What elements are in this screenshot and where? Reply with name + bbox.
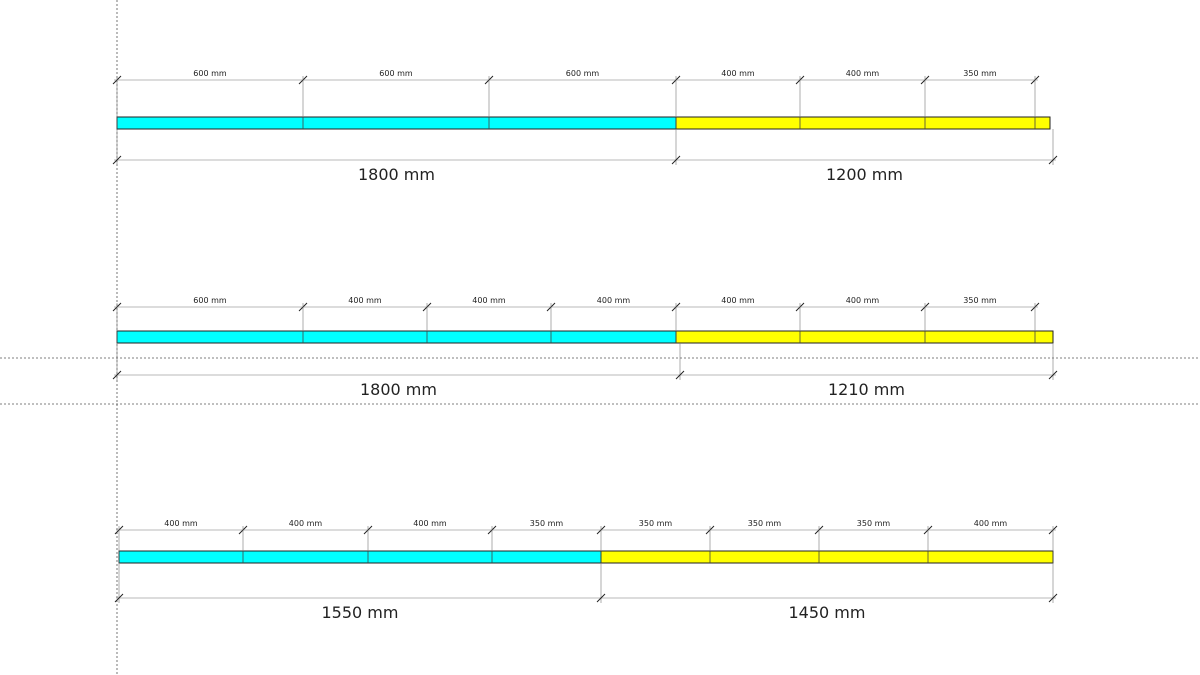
segment-label: 400 mm	[846, 296, 880, 305]
segment-label: 400 mm	[846, 69, 880, 78]
total-label: 1210 mm	[828, 380, 905, 399]
bar-part-a	[116, 330, 677, 344]
segment-label: 400 mm	[721, 69, 755, 78]
total-label: 1450 mm	[789, 603, 866, 622]
dim-tick	[671, 155, 681, 165]
segment-label: 400 mm	[472, 296, 506, 305]
segment-label: 400 mm	[974, 519, 1008, 528]
segment-label: 350 mm	[639, 519, 673, 528]
segment-label: 350 mm	[963, 69, 997, 78]
total-label: 1800 mm	[358, 165, 435, 184]
segment-label: 400 mm	[164, 519, 198, 528]
bar-part-b	[675, 116, 1051, 130]
segment-label: 350 mm	[857, 519, 891, 528]
segment-label: 600 mm	[379, 69, 413, 78]
dim-tick	[112, 370, 122, 380]
segment-label: 350 mm	[748, 519, 782, 528]
segment-label: 400 mm	[348, 296, 382, 305]
segment-label: 400 mm	[289, 519, 323, 528]
bar-part-a	[118, 550, 602, 564]
segment-label: 400 mm	[721, 296, 755, 305]
dim-tick	[1048, 370, 1058, 380]
dim-tick	[112, 155, 122, 165]
total-label: 1200 mm	[826, 165, 903, 184]
segment-label: 600 mm	[193, 69, 227, 78]
segment-label: 600 mm	[566, 69, 600, 78]
dim-tick	[114, 593, 124, 603]
total-label: 1800 mm	[360, 380, 437, 399]
total-label: 1550 mm	[322, 603, 399, 622]
bar-part-b	[675, 330, 1054, 344]
dim-tick	[1048, 593, 1058, 603]
segment-label: 350 mm	[530, 519, 564, 528]
segment-label: 400 mm	[413, 519, 447, 528]
dim-tick	[596, 593, 606, 603]
segment-label: 350 mm	[963, 296, 997, 305]
bar-part-a	[116, 116, 677, 130]
dim-tick	[1048, 155, 1058, 165]
dim-tick	[675, 370, 685, 380]
segment-label: 600 mm	[193, 296, 227, 305]
segment-label: 400 mm	[597, 296, 631, 305]
bar-part-b	[600, 550, 1054, 564]
